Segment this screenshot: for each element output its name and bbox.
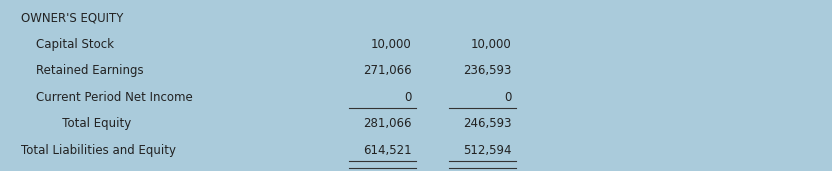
Text: Total Equity: Total Equity (51, 117, 131, 130)
Text: 246,593: 246,593 (463, 117, 512, 130)
Text: 512,594: 512,594 (463, 144, 512, 157)
Text: 0: 0 (504, 91, 512, 104)
Text: Current Period Net Income: Current Period Net Income (36, 91, 192, 104)
Text: Retained Earnings: Retained Earnings (36, 64, 143, 77)
Text: OWNER'S EQUITY: OWNER'S EQUITY (21, 12, 123, 25)
Text: 271,066: 271,066 (364, 64, 412, 77)
Text: Total Liabilities and Equity: Total Liabilities and Equity (21, 144, 176, 157)
Text: 10,000: 10,000 (371, 38, 412, 51)
Text: 281,066: 281,066 (364, 117, 412, 130)
Text: 614,521: 614,521 (364, 144, 412, 157)
Text: Capital Stock: Capital Stock (36, 38, 114, 51)
Text: 236,593: 236,593 (463, 64, 512, 77)
Text: 10,000: 10,000 (471, 38, 512, 51)
Text: 0: 0 (404, 91, 412, 104)
